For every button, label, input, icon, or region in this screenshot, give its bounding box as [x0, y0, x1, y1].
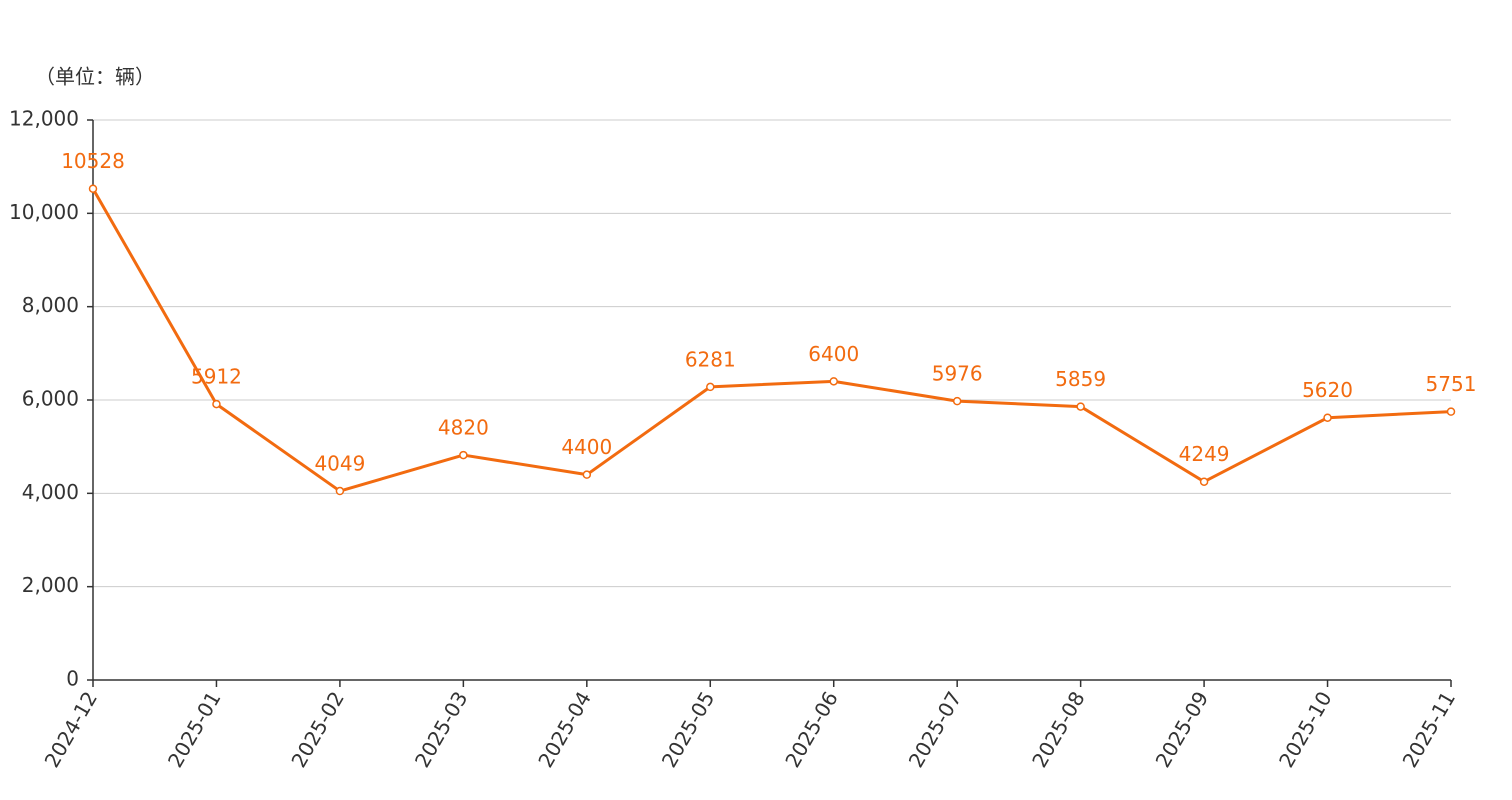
point — [706, 382, 715, 392]
point — [88, 184, 98, 193]
y-tick-label: 0 — [66, 667, 79, 691]
x-tick-label: 2025-06 — [780, 687, 843, 771]
value-label: 5859 — [1055, 367, 1106, 391]
value-label: 5912 — [191, 365, 242, 389]
value-label: 5976 — [932, 362, 983, 386]
point — [212, 399, 221, 409]
y-tick-label: 10,000 — [9, 200, 79, 224]
line — [91, 187, 1452, 493]
unit-label: （单位：辆） — [35, 65, 155, 89]
x-tick-label: 2024-12 — [40, 687, 103, 771]
x-tick-label: 2025-04 — [533, 687, 596, 771]
point — [1199, 477, 1209, 486]
x-tick-label: 2025-02 — [286, 687, 349, 771]
x-tick-label: 2025-03 — [410, 687, 473, 771]
x-tick-label: 2025-01 — [163, 687, 226, 771]
y-tick-label: 12,000 — [9, 107, 79, 131]
value-label: 4249 — [1179, 442, 1230, 466]
y-tick-label: 8,000 — [22, 293, 79, 317]
value-label: 4049 — [314, 452, 365, 476]
x-tick-label: 2025-11 — [1398, 687, 1461, 771]
point — [1446, 407, 1456, 416]
x-tick-label: 2025-05 — [657, 687, 720, 771]
value-label: 6400 — [808, 342, 859, 366]
x-tick-label: 2025-08 — [1027, 687, 1090, 771]
point — [829, 377, 838, 386]
point — [582, 470, 592, 479]
y-tick-label: 2,000 — [22, 573, 79, 597]
point — [335, 486, 345, 496]
value-label: 10528 — [61, 149, 125, 173]
y-tick-label: 4,000 — [22, 480, 79, 504]
value-label: 5620 — [1302, 378, 1353, 402]
point — [1323, 413, 1332, 422]
x-tick-label: 2025-10 — [1274, 687, 1337, 771]
x-tick-label: 2025-07 — [904, 687, 967, 771]
value-label: 4400 — [561, 435, 612, 459]
x-tick-label: 2025-09 — [1151, 687, 1214, 771]
value-label: 6281 — [685, 347, 736, 371]
point — [952, 396, 962, 406]
value-label: 5751 — [1426, 372, 1477, 396]
point — [1076, 402, 1085, 411]
point — [459, 450, 468, 460]
y-tick-label: 6,000 — [22, 387, 79, 411]
value-label: 4820 — [438, 416, 489, 440]
